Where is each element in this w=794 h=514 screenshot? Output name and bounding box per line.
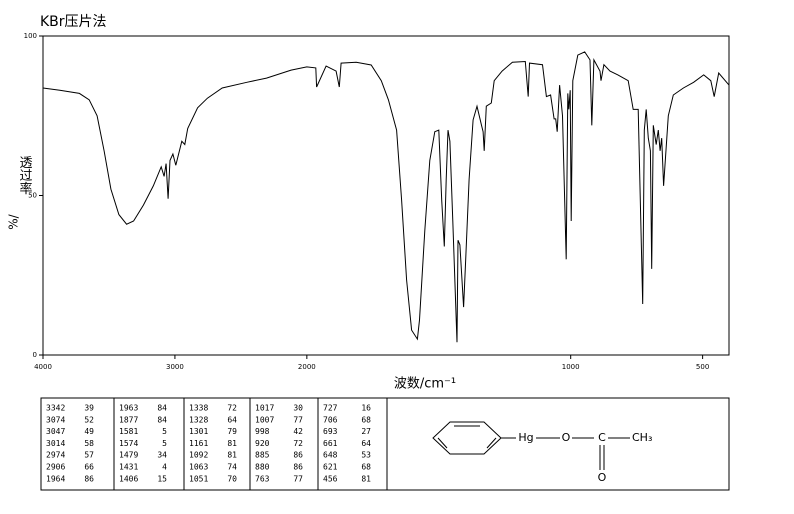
- y-axis-label: 透过率: [17, 156, 33, 195]
- peak-wavenumber: 1338: [189, 404, 208, 413]
- peak-transmittance: 58: [84, 439, 94, 448]
- peak-wavenumber: 1964: [46, 474, 65, 483]
- peak-wavenumber: 1963: [119, 404, 138, 413]
- peak-transmittance: 42: [293, 427, 303, 436]
- y-tick-label: 100: [24, 32, 37, 40]
- peak-transmittance: 39: [84, 404, 94, 413]
- peak-wavenumber: 1017: [255, 404, 274, 413]
- peak-wavenumber: 456: [323, 474, 338, 483]
- peak-wavenumber: 1431: [119, 463, 138, 472]
- peak-wavenumber: 1877: [119, 415, 138, 424]
- peak-wavenumber: 727: [323, 404, 338, 413]
- table-dividers: [113, 398, 388, 490]
- peak-wavenumber: 763: [255, 474, 270, 483]
- peak-wavenumber: 706: [323, 415, 338, 424]
- peak-transmittance: 57: [84, 451, 94, 460]
- peak-wavenumber: 648: [323, 451, 338, 460]
- x-tick-label: 3000: [166, 363, 184, 371]
- peak-wavenumber: 2906: [46, 463, 65, 472]
- peak-transmittance: 86: [293, 463, 303, 472]
- atom-label: O: [598, 471, 607, 484]
- peak-wavenumber: 1161: [189, 439, 208, 448]
- peak-transmittance: 5: [162, 427, 167, 436]
- x-tick-label: 4000: [34, 363, 52, 371]
- peak-wavenumber: 2974: [46, 451, 65, 460]
- peak-wavenumber: 1479: [119, 451, 138, 460]
- peak-wavenumber: 3014: [46, 439, 65, 448]
- peak-transmittance: 15: [157, 474, 167, 483]
- peak-wavenumber: 885: [255, 451, 270, 460]
- peak-transmittance: 72: [227, 404, 237, 413]
- peak-wavenumber: 1581: [119, 427, 138, 436]
- peak-wavenumber: 1063: [189, 463, 208, 472]
- peak-transmittance: 66: [84, 463, 94, 472]
- plot-frame: [42, 35, 730, 356]
- peak-transmittance: 4: [162, 463, 167, 472]
- peak-transmittance: 64: [227, 415, 237, 424]
- peak-transmittance: 74: [227, 463, 237, 472]
- peak-transmittance: 72: [293, 439, 303, 448]
- y-axis-unit: %/: [7, 213, 21, 229]
- peak-transmittance: 27: [361, 427, 371, 436]
- peak-transmittance: 81: [227, 439, 237, 448]
- x-tick-label: 500: [696, 363, 709, 371]
- atom-label: C: [598, 431, 606, 444]
- peak-wavenumber: 3342: [46, 404, 65, 413]
- peak-transmittance: 77: [293, 474, 303, 483]
- peak-transmittance: 84: [157, 415, 167, 424]
- y-tick-label: 0: [33, 351, 37, 359]
- peak-transmittance: 86: [293, 451, 303, 460]
- peak-wavenumber: 1051: [189, 474, 208, 483]
- atom-label: Hg: [518, 431, 533, 444]
- peak-transmittance: 86: [84, 474, 94, 483]
- peak-wavenumber: 920: [255, 439, 270, 448]
- peak-transmittance: 49: [84, 427, 94, 436]
- peak-wavenumber: 1301: [189, 427, 208, 436]
- peak-transmittance: 68: [361, 415, 371, 424]
- peak-transmittance: 84: [157, 404, 167, 413]
- peak-wavenumber: 1406: [119, 474, 138, 483]
- x-tick-label: 2000: [298, 363, 316, 371]
- benzene-ring: [432, 421, 630, 470]
- spectrum-line: [42, 51, 730, 343]
- peak-transmittance: 79: [227, 427, 237, 436]
- peak-transmittance: 64: [361, 439, 371, 448]
- peak-wavenumber: 998: [255, 427, 270, 436]
- x-tick-label: 1000: [562, 363, 580, 371]
- peak-transmittance: 81: [361, 474, 371, 483]
- y-tick-label: 50: [28, 192, 37, 200]
- peak-transmittance: 5: [162, 439, 167, 448]
- peak-transmittance: 70: [227, 474, 237, 483]
- peak-transmittance: 68: [361, 463, 371, 472]
- peak-wavenumber: 1574: [119, 439, 138, 448]
- peak-wavenumber: 661: [323, 439, 338, 448]
- peak-wavenumber: 693: [323, 427, 338, 436]
- peak-transmittance: 34: [157, 451, 167, 460]
- peak-transmittance: 77: [293, 415, 303, 424]
- peak-wavenumber: 1328: [189, 415, 208, 424]
- x-axis-label: 波数/cm⁻¹: [394, 377, 456, 392]
- peak-transmittance: 81: [227, 451, 237, 460]
- table-frame: [40, 397, 730, 491]
- peak-wavenumber: 3047: [46, 427, 65, 436]
- peak-wavenumber: 621: [323, 463, 338, 472]
- peak-transmittance: 52: [84, 415, 94, 424]
- peak-transmittance: 16: [361, 404, 371, 413]
- peak-wavenumber: 1007: [255, 415, 274, 424]
- atom-label: O: [562, 431, 571, 444]
- peak-wavenumber: 3074: [46, 415, 65, 424]
- atom-label: CH₃: [632, 431, 652, 444]
- peak-transmittance: 53: [361, 451, 371, 460]
- peak-wavenumber: 1092: [189, 451, 208, 460]
- peak-transmittance: 30: [293, 404, 303, 413]
- peak-wavenumber: 880: [255, 463, 270, 472]
- chart-title: KBr压片法: [40, 14, 107, 30]
